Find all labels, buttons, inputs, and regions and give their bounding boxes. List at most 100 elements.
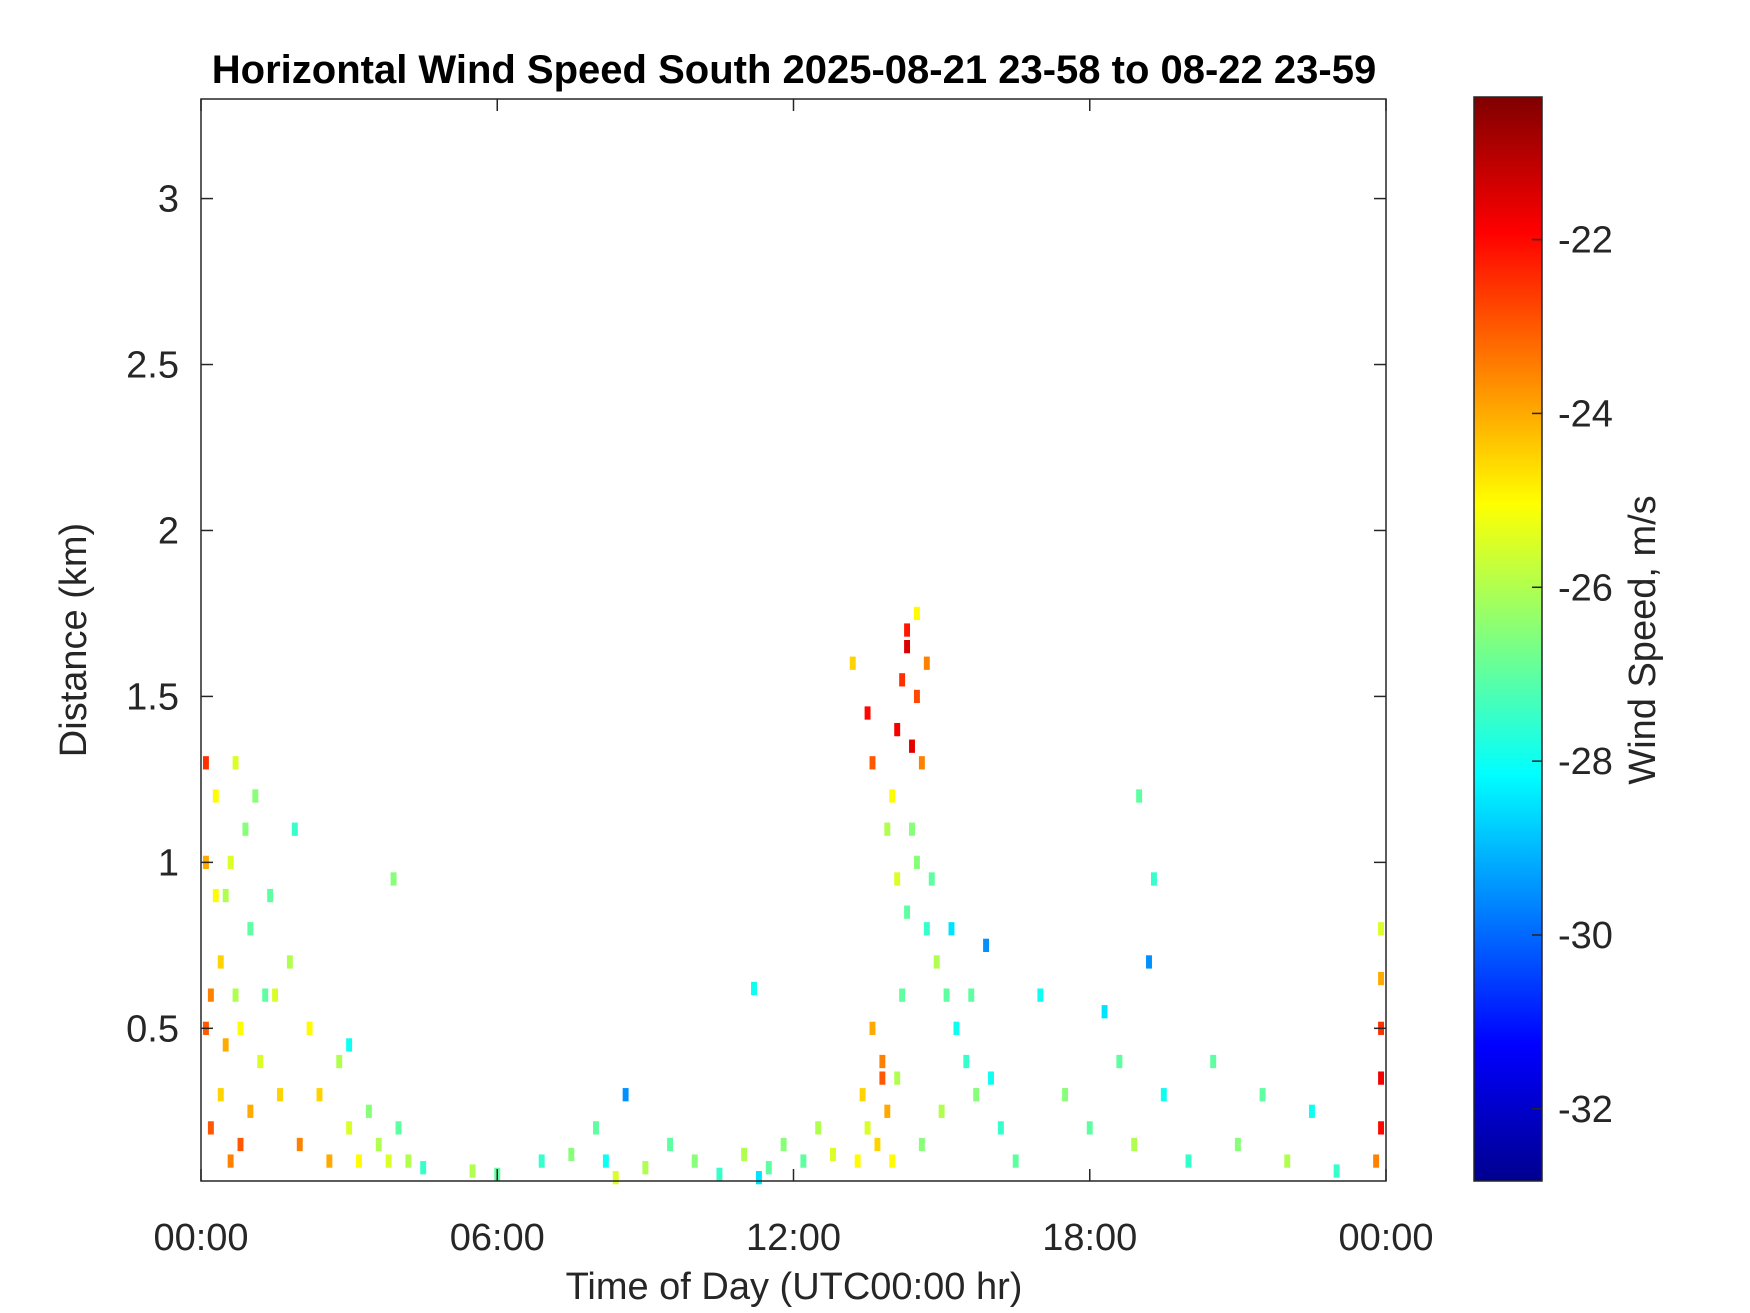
heatmap-cell <box>1378 971 1385 986</box>
colorbar-tick-label: -26 <box>1558 567 1613 609</box>
heatmap-cell <box>272 988 279 1002</box>
heatmap-cell <box>247 1104 254 1118</box>
heatmap-cell <box>780 1137 787 1152</box>
heatmap-cell <box>864 706 871 720</box>
heatmap-cell <box>968 988 975 1002</box>
colorbar-tick-label: -28 <box>1558 741 1613 783</box>
heatmap-cell <box>948 922 955 936</box>
heatmap-cell <box>854 1154 861 1168</box>
heatmap-cell <box>889 1154 896 1168</box>
heatmap-cell <box>918 1137 925 1152</box>
heatmap-cell <box>346 1038 353 1052</box>
heatmap-cell <box>983 938 990 952</box>
heatmap-cell <box>217 955 224 969</box>
heatmap-cell <box>973 1088 980 1102</box>
heatmap-cell <box>568 1147 575 1162</box>
heatmap-cell <box>859 1088 866 1102</box>
heatmap-cell <box>1116 1054 1123 1069</box>
heatmap-cell <box>247 922 254 936</box>
heatmap-cell <box>237 1021 244 1035</box>
heatmap-cell <box>1259 1088 1266 1102</box>
heatmap-cell <box>904 640 911 654</box>
heatmap-cell <box>296 1137 303 1152</box>
axes-frame <box>200 98 1387 1182</box>
x-axis-label: Time of Day (UTC00:00 hr) <box>566 1266 1023 1308</box>
heatmap-cell <box>997 1121 1004 1135</box>
heatmap-cell <box>420 1161 427 1175</box>
heatmap-cell <box>751 981 757 996</box>
heatmap-cell <box>207 1121 214 1135</box>
heatmap-cell <box>741 1147 748 1162</box>
colorbar-label: Wind Speed, m/s <box>1622 495 1664 784</box>
heatmap-cell <box>884 1104 891 1118</box>
heatmap-cell <box>1333 1164 1340 1178</box>
x-tick-label: 12:00 <box>746 1217 841 1259</box>
heatmap-cell <box>913 855 920 870</box>
heatmap-cell <box>1234 1137 1241 1152</box>
heatmap-cell <box>222 888 229 903</box>
heatmap-cell <box>1378 922 1385 936</box>
heatmap-cell <box>1284 1154 1291 1168</box>
heatmap-cell <box>830 1147 836 1162</box>
y-tick-label: 0.5 <box>126 1008 179 1050</box>
heatmap-cell <box>923 656 930 670</box>
heatmap-cell <box>375 1137 382 1152</box>
heatmap-cell <box>755 1171 762 1185</box>
heatmap-cell <box>227 855 234 870</box>
heatmap-cell <box>1086 1121 1093 1135</box>
heatmap-cell <box>913 689 920 704</box>
heatmap-cell <box>918 756 925 770</box>
heatmap-cell <box>943 988 950 1002</box>
heatmap-cells <box>202 606 1385 1185</box>
heatmap-cell <box>879 1071 886 1085</box>
heatmap-cell <box>237 1137 244 1152</box>
heatmap-cell <box>1378 1121 1385 1135</box>
heatmap-cell <box>1012 1154 1019 1168</box>
heatmap-cell <box>602 1154 609 1168</box>
heatmap-cell <box>316 1088 323 1102</box>
heatmap-cell <box>933 955 940 969</box>
heatmap-cell <box>385 1154 392 1168</box>
heatmap-cell <box>1378 1071 1385 1085</box>
colorbar <box>1474 97 1542 1181</box>
heatmap-cell <box>800 1154 807 1168</box>
y-tick-label: 3 <box>158 179 179 221</box>
heatmap-cell <box>267 888 274 903</box>
heatmap-cell <box>923 922 930 936</box>
heatmap-cell <box>899 988 906 1002</box>
heatmap-cell <box>988 1071 994 1085</box>
heatmap-cell <box>1037 988 1044 1002</box>
heatmap-cell <box>667 1137 674 1152</box>
heatmap-cell <box>277 1088 283 1102</box>
y-axis-label: Distance (km) <box>53 523 95 757</box>
heatmap-cell <box>899 673 906 687</box>
heatmap-cell <box>869 756 876 770</box>
heatmap-cell <box>913 606 920 621</box>
heatmap-cell <box>909 822 915 836</box>
heatmap-cell <box>356 1154 362 1168</box>
heatmap-cell <box>257 1054 264 1069</box>
heatmap-cell <box>612 1171 619 1185</box>
heatmap-cell <box>849 656 856 670</box>
heatmap-cell <box>1146 955 1152 969</box>
heatmap-cell <box>963 1054 970 1069</box>
y-tick-label: 2.5 <box>126 345 179 387</box>
y-tick-label: 1.5 <box>126 676 179 718</box>
heatmap-cell <box>291 822 298 836</box>
heatmap-cell <box>405 1154 412 1168</box>
heatmap-cell <box>864 1121 871 1135</box>
heatmap-cell <box>232 988 239 1002</box>
colorbar-tick-label: -22 <box>1558 220 1613 262</box>
heatmap-cell <box>1308 1104 1315 1118</box>
heatmap-cell <box>1062 1088 1069 1102</box>
heatmap-cell <box>469 1164 476 1178</box>
heatmap-cell <box>904 905 911 919</box>
x-tick-label: 00:00 <box>153 1217 248 1259</box>
heatmap-cell <box>938 1104 945 1118</box>
heatmap-cell <box>217 1088 224 1102</box>
heatmap-cell <box>232 756 239 770</box>
heatmap-cell <box>227 1154 234 1168</box>
heatmap-cell <box>909 739 915 753</box>
heatmap-cell <box>904 623 911 637</box>
